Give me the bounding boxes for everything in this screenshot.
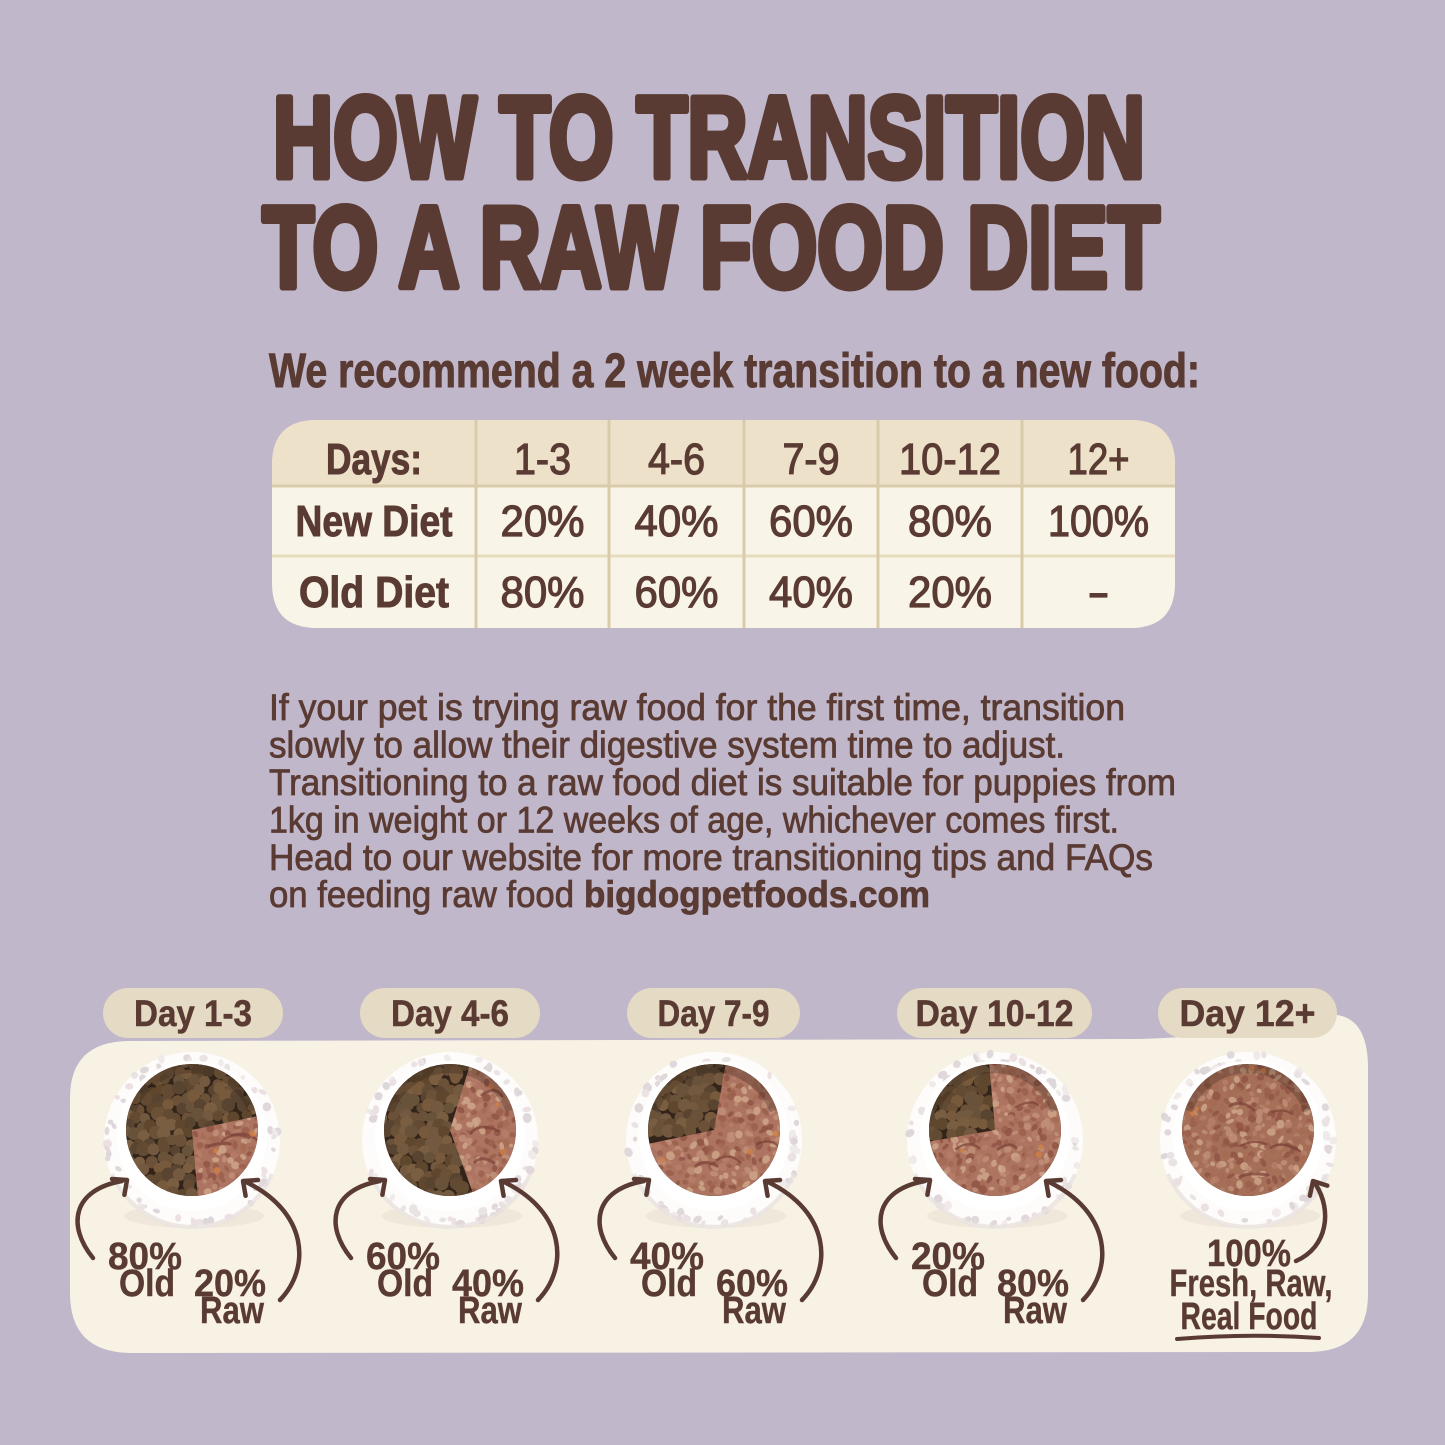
svg-text:TO A RAW FOOD DIET: TO A RAW FOOD DIET <box>263 184 1160 312</box>
svg-text:Day 7-9: Day 7-9 <box>658 993 770 1034</box>
svg-text:80%: 80% <box>908 497 992 546</box>
svg-text:Day 12+: Day 12+ <box>1180 993 1316 1034</box>
svg-text:4-6: 4-6 <box>648 435 705 484</box>
svg-text:7-9: 7-9 <box>783 435 840 484</box>
svg-text:100%: 100% <box>1048 497 1149 546</box>
svg-text:40%: 40% <box>635 497 719 546</box>
svg-text:Raw: Raw <box>722 1290 786 1332</box>
svg-text:Raw: Raw <box>1003 1290 1067 1332</box>
svg-text:We recommend a 2 week transiti: We recommend a 2 week transition to a ne… <box>269 345 1200 398</box>
svg-text:Transitioning to a raw food di: Transitioning to a raw food diet is suit… <box>269 762 1176 803</box>
svg-text:Fresh, Raw,: Fresh, Raw, <box>1170 1263 1333 1305</box>
svg-text:80%: 80% <box>108 1236 182 1278</box>
svg-text:40%: 40% <box>630 1236 704 1278</box>
svg-text:Raw: Raw <box>200 1290 264 1332</box>
svg-text:Old: Old <box>119 1263 175 1305</box>
svg-text:20%: 20% <box>908 568 992 617</box>
svg-text:slowly to allow their digestiv: slowly to allow their digestive system t… <box>269 725 1065 766</box>
svg-text:Real Food: Real Food <box>1181 1296 1318 1338</box>
svg-text:40%: 40% <box>769 568 853 617</box>
svg-text:Old: Old <box>922 1263 978 1305</box>
svg-text:-: - <box>1088 568 1110 617</box>
svg-text:bigdogpetfoods.com: bigdogpetfoods.com <box>584 874 930 915</box>
svg-text:Head to our website for more t: Head to our website for more transitioni… <box>269 837 1153 878</box>
svg-text:Day 10-12: Day 10-12 <box>916 993 1074 1034</box>
svg-text:New Diet: New Diet <box>296 497 453 546</box>
svg-text:20%: 20% <box>911 1236 985 1278</box>
svg-text:Raw: Raw <box>458 1290 522 1332</box>
svg-text:Days:: Days: <box>326 435 422 484</box>
svg-text:12+: 12+ <box>1068 435 1130 484</box>
svg-text:60%: 60% <box>635 568 719 617</box>
svg-text:Old: Old <box>641 1263 697 1305</box>
svg-text:100%: 100% <box>1207 1233 1291 1275</box>
svg-text:1kg in weight or 12 weeks of a: 1kg in weight or 12 weeks of age, whiche… <box>269 800 1119 841</box>
svg-text:20%: 20% <box>501 497 585 546</box>
svg-text:80%: 80% <box>501 568 585 617</box>
svg-text:80%: 80% <box>997 1263 1069 1305</box>
svg-text:Day 1-3: Day 1-3 <box>134 993 252 1034</box>
svg-text:60%: 60% <box>769 497 853 546</box>
svg-text:Old Diet: Old Diet <box>299 568 449 617</box>
svg-text:on feeding raw food: on feeding raw food <box>269 874 574 915</box>
svg-text:Old: Old <box>377 1263 433 1305</box>
svg-text:60%: 60% <box>366 1236 440 1278</box>
svg-text:If your pet is trying raw food: If your pet is trying raw food for the f… <box>269 687 1125 728</box>
svg-text:1-3: 1-3 <box>514 435 571 484</box>
svg-text:40%: 40% <box>452 1263 524 1305</box>
svg-text:10-12: 10-12 <box>899 435 1001 484</box>
svg-text:20%: 20% <box>194 1263 266 1305</box>
svg-text:HOW TO TRANSITION: HOW TO TRANSITION <box>273 74 1145 202</box>
svg-text:Day 4-6: Day 4-6 <box>391 993 509 1034</box>
svg-text:60%: 60% <box>716 1263 788 1305</box>
